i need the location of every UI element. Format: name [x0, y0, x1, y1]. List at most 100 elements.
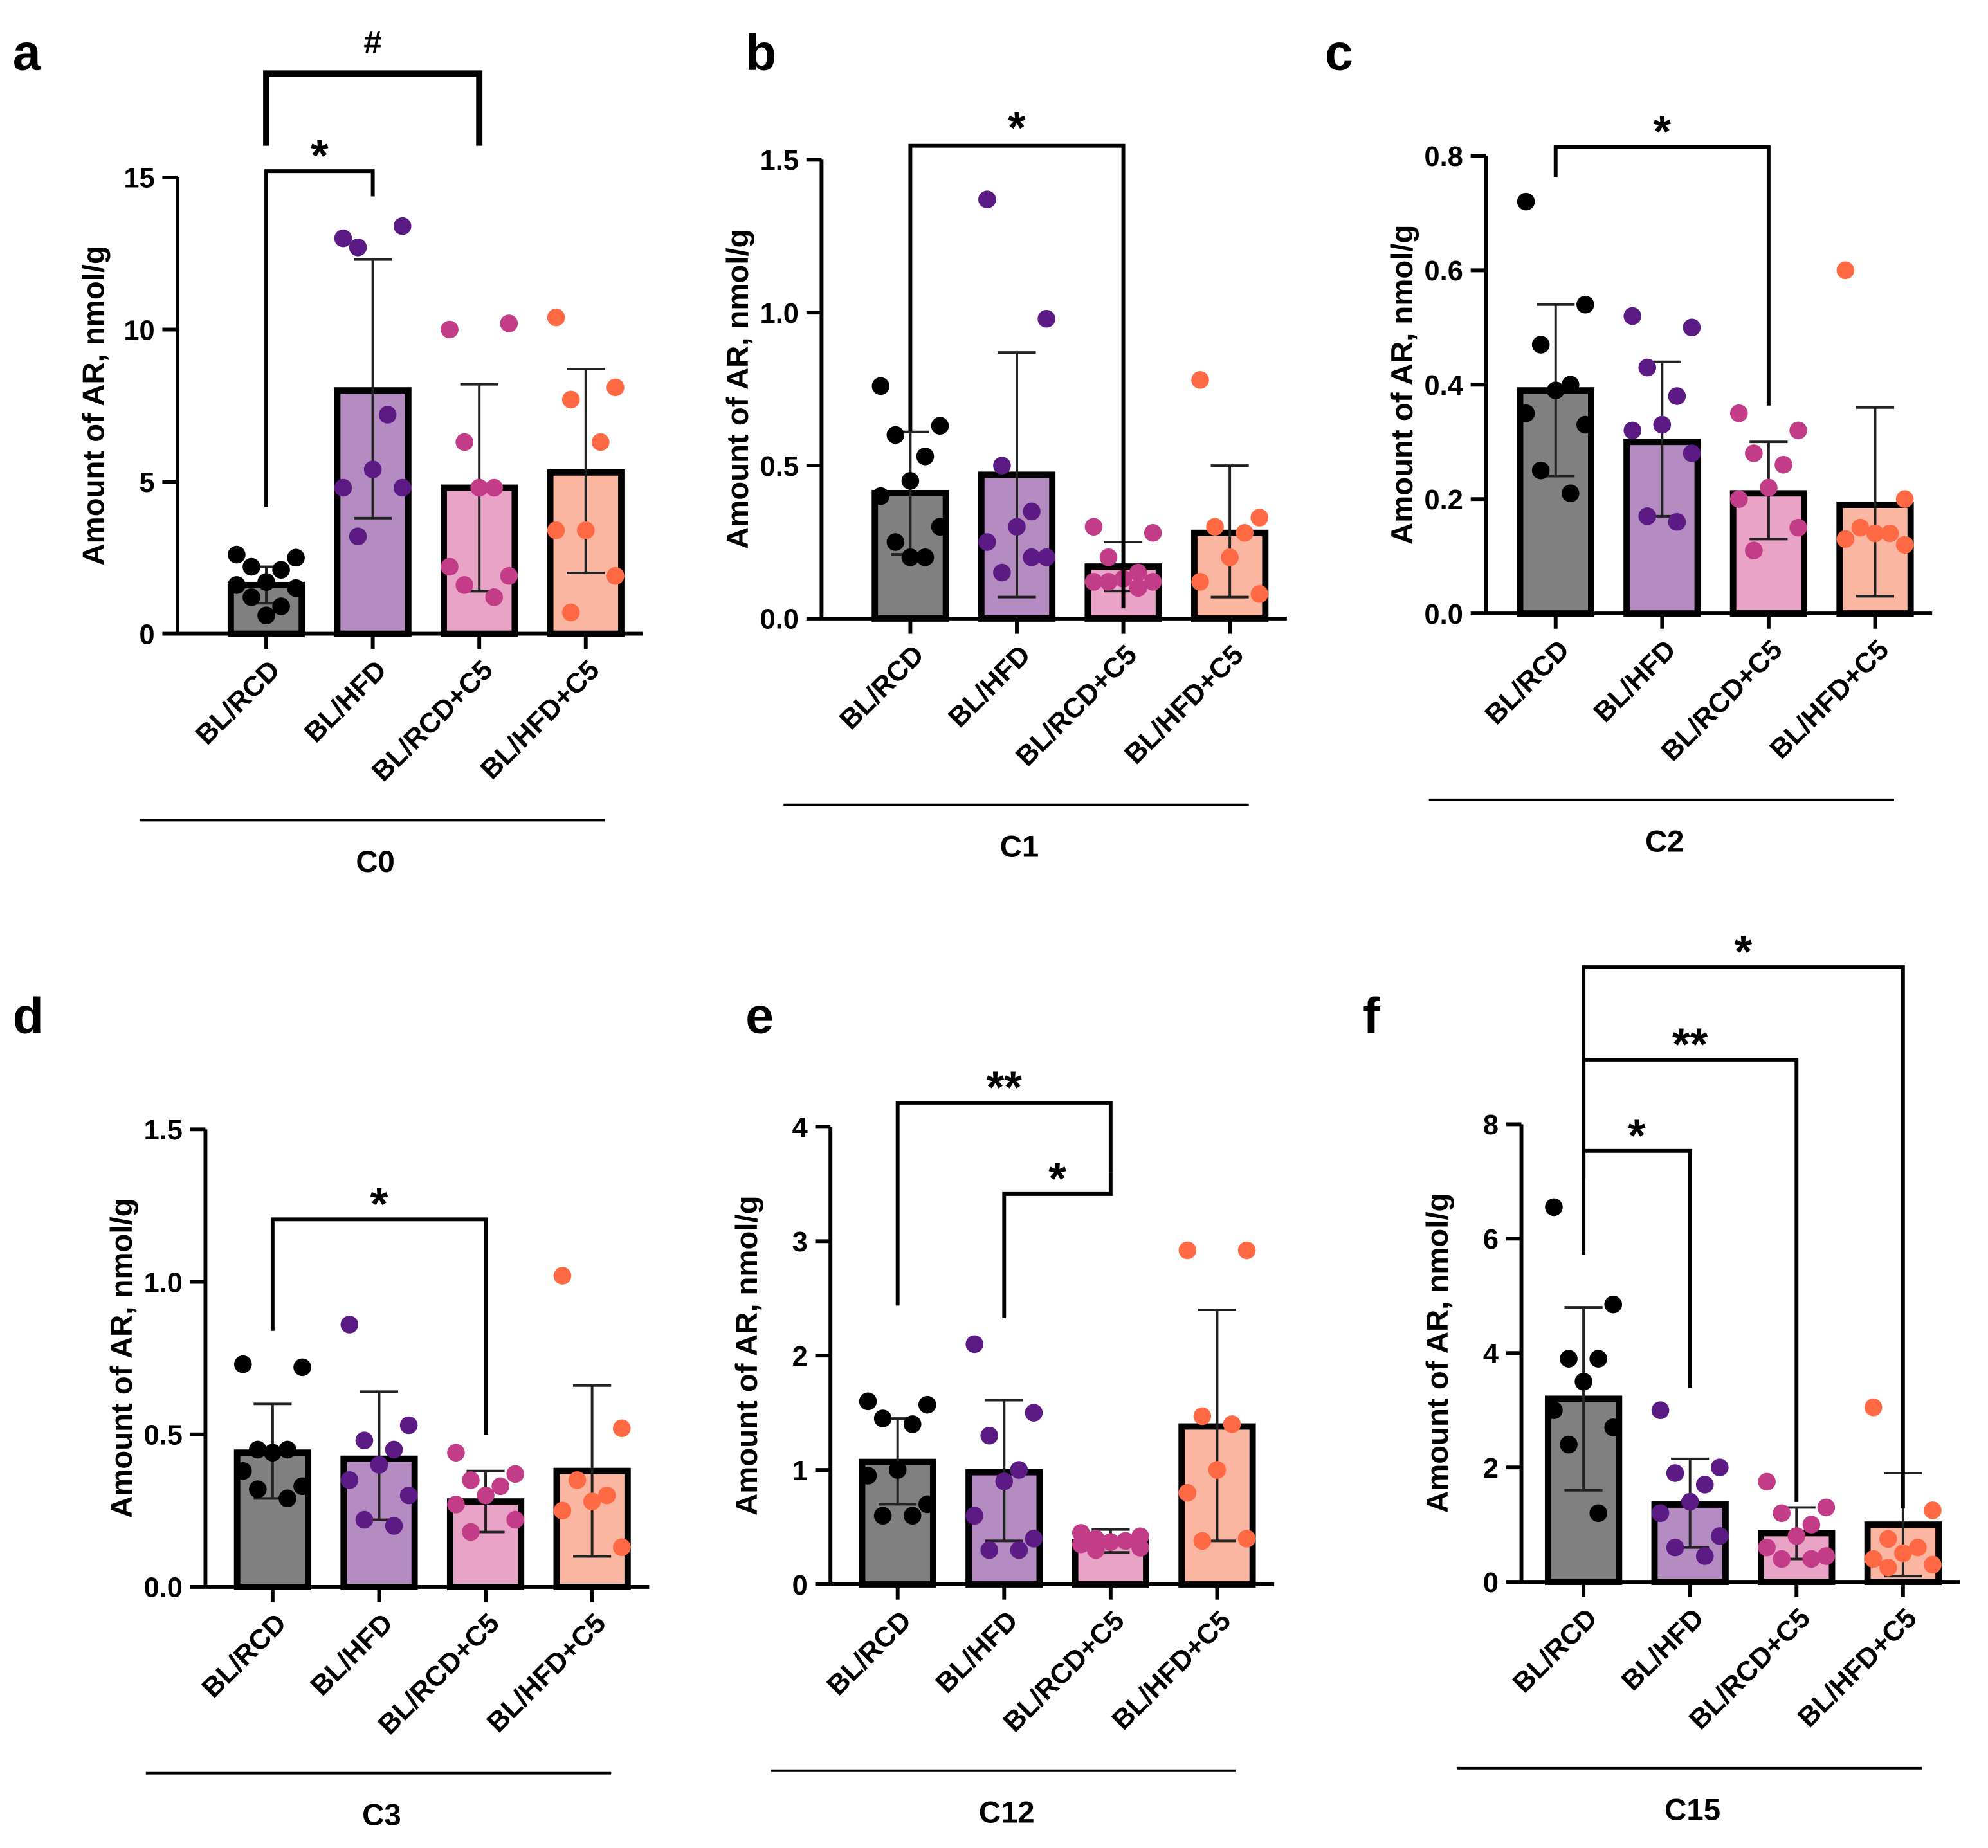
panel-b: b 0.0 0.5 1.0 1.5 Amount of AR, nmol/g BL/RCD B…	[721, 24, 1287, 864]
data-point	[1237, 1530, 1256, 1548]
data-point	[1193, 1532, 1212, 1550]
y-tick-label: 1	[792, 1456, 808, 1487]
significance-label: *	[1008, 103, 1026, 154]
data-point	[1729, 490, 1748, 508]
data-point	[980, 1541, 999, 1559]
y-axis-label: Amount of AR, nmol/g	[105, 1198, 139, 1517]
data-point	[455, 433, 473, 451]
significance-bracket	[263, 70, 483, 146]
panel-letter: d	[13, 988, 44, 1044]
data-point	[1545, 1401, 1563, 1419]
significance-label: **	[1672, 1019, 1708, 1070]
data-point	[393, 478, 412, 497]
y-axis-label: Amount of AR, nmol/g	[1421, 1193, 1455, 1513]
data-point	[871, 487, 890, 505]
y-tick-label: 0.2	[1425, 485, 1463, 516]
panel-letter: a	[13, 24, 42, 80]
significance-label: *	[1628, 1110, 1646, 1161]
data-point	[995, 1472, 1014, 1490]
data-point	[1099, 573, 1118, 591]
data-point	[1789, 518, 1807, 537]
data-point	[1758, 1472, 1776, 1491]
data-point	[1866, 524, 1884, 543]
data-point	[561, 603, 580, 622]
data-point	[506, 1510, 524, 1529]
data-point	[447, 1444, 465, 1462]
data-point	[1072, 1535, 1090, 1554]
data-point	[561, 390, 580, 409]
data-point	[233, 1462, 252, 1480]
data-point	[903, 1507, 922, 1525]
data-point	[1117, 1532, 1135, 1550]
data-point	[978, 190, 996, 209]
data-point	[1651, 1401, 1670, 1419]
data-point	[1250, 509, 1269, 527]
significance-bracket	[1553, 145, 1771, 406]
data-point	[553, 1267, 572, 1285]
data-point	[978, 533, 996, 551]
data-point	[1010, 1461, 1028, 1479]
data-point	[592, 433, 610, 451]
significance-bracket	[1582, 965, 1905, 1508]
data-point	[1864, 1398, 1883, 1417]
y-axis-label: Amount of AR, nmol/g	[721, 229, 755, 548]
y-tick-label: 15	[123, 163, 154, 194]
data-point	[242, 588, 260, 606]
x-tick-label: BL/RCD	[834, 639, 930, 736]
data-point	[1681, 1492, 1699, 1511]
data-point	[1773, 1550, 1791, 1568]
data-point	[1851, 518, 1870, 537]
data-point	[901, 548, 920, 566]
y-tick-label: 6	[1483, 1224, 1499, 1255]
data-point	[993, 457, 1011, 475]
data-point	[334, 478, 352, 497]
significance-bracket	[895, 1100, 1113, 1306]
data-point	[597, 1486, 616, 1505]
significance-bracket	[270, 1217, 488, 1435]
data-point	[242, 557, 260, 576]
data-point	[606, 378, 625, 397]
significance-label: *	[1654, 107, 1672, 158]
data-point	[1729, 404, 1748, 422]
group-label: C0	[356, 845, 394, 879]
y-tick-label: 0.6	[1425, 256, 1463, 287]
data-point	[1546, 381, 1565, 399]
data-point	[1144, 573, 1162, 591]
data-point	[980, 1426, 999, 1445]
data-point	[1236, 523, 1254, 542]
data-point	[1638, 358, 1657, 377]
data-point	[506, 1465, 524, 1483]
data-point	[1651, 1504, 1670, 1523]
y-tick-label: 8	[1483, 1110, 1499, 1141]
data-point	[272, 561, 290, 579]
data-point	[1517, 404, 1535, 422]
data-point	[1191, 371, 1209, 389]
data-point	[1695, 1547, 1714, 1565]
data-point	[1589, 1350, 1607, 1368]
y-tick-label: 0	[139, 619, 154, 650]
data-point	[1037, 548, 1055, 566]
data-point	[568, 1471, 587, 1489]
data-point	[485, 478, 504, 497]
data-point	[1517, 192, 1535, 211]
data-point	[993, 563, 1011, 582]
significance-label: *	[311, 131, 329, 181]
y-tick-label: 0.0	[144, 1573, 183, 1604]
data-point	[293, 1358, 311, 1377]
significance-label: *	[370, 1179, 388, 1229]
data-point	[249, 1480, 267, 1498]
x-tick-label: BL/RCD	[1479, 634, 1576, 730]
data-point	[462, 1471, 480, 1489]
x-tick-label: BL/HFD	[298, 655, 392, 748]
data-point	[355, 1510, 374, 1529]
data-point	[228, 545, 246, 564]
x-tick-label: BL/HFD	[1588, 634, 1682, 728]
data-point	[553, 1501, 572, 1520]
group-label: C1	[1000, 830, 1039, 864]
data-point	[1237, 1241, 1256, 1260]
data-point	[1086, 1541, 1105, 1559]
data-point	[1695, 1476, 1714, 1494]
data-point	[278, 1489, 296, 1508]
data-point	[873, 1507, 892, 1525]
